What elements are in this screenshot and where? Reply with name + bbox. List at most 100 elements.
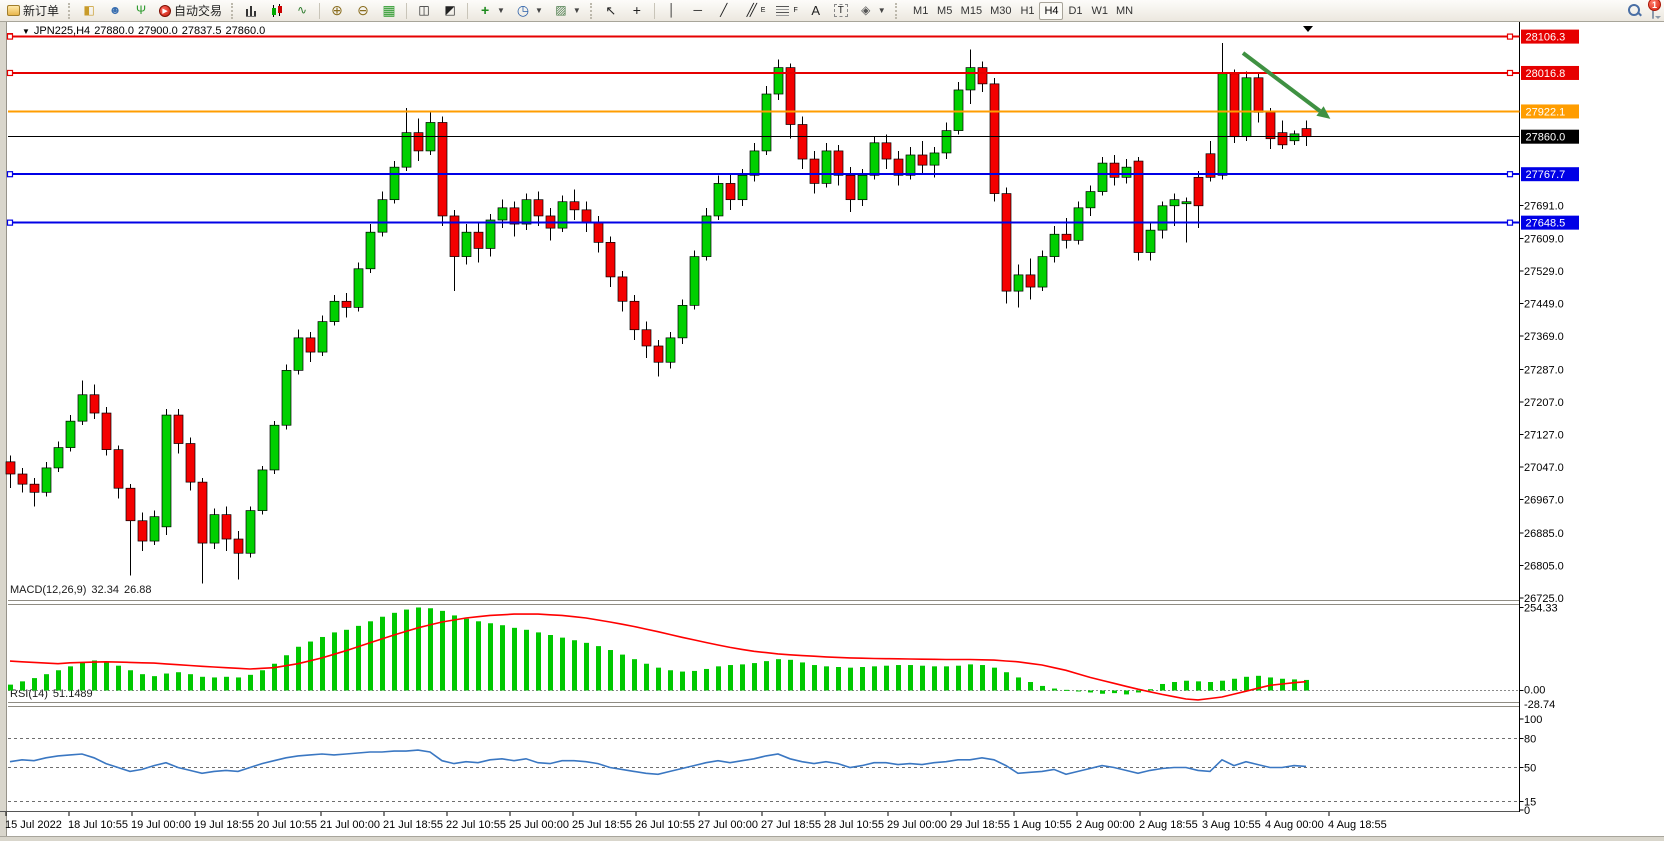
svg-text:19 Jul 00:00: 19 Jul 00:00 [131,819,191,831]
add-indicator-ic: + [480,2,490,18]
autotrading-button[interactable]: ▶ 自动交易 [154,0,227,21]
chart-window[interactable]: ▼ JPN225,H4 27880.0 27900.0 27837.5 2786… [0,22,1664,841]
trendline-button[interactable]: ╱ [711,1,737,20]
tf-m15[interactable]: M15 [960,4,983,17]
candlestick-chart-ic [269,3,285,18]
indicator-window-button[interactable]: ◫ [411,1,437,20]
zoom-out-button[interactable]: ⊖ [350,1,376,20]
autotrading-ic: ▶ [159,4,172,17]
svg-text:27 Jul 00:00: 27 Jul 00:00 [698,819,758,831]
rsi-name: RSI(14) [10,688,48,700]
tf-m5[interactable]: M5 [937,4,953,17]
vertical-line-button[interactable]: │ [659,1,685,20]
search-icon[interactable] [1627,3,1642,18]
rsi-value: 51.1489 [52,688,93,700]
market-watch-button[interactable]: ◧ [76,1,102,20]
ohlc-close: 27860.0 [225,25,266,37]
macd-main-value: 32.34 [91,584,119,596]
macd-signal-value: 26.88 [123,584,152,596]
text-label-ic: T [833,4,848,17]
zoom-in-button[interactable]: ⊕ [324,1,350,20]
bar-chart-ic [244,3,260,18]
signals-button[interactable]: Ψ [128,1,154,20]
templates-button[interactable]: ▨ ▼ [548,1,586,20]
price-chart-canvas[interactable]: 27691.0 27609.0 27529.0 27449.0 27369.0 27287… [0,22,1664,841]
svg-text:29 Jul 00:00: 29 Jul 00:00 [887,819,947,831]
svg-text:27 Jul 18:55: 27 Jul 18:55 [761,819,821,831]
indicator-window-ic: ◫ [418,3,430,17]
cursor-button[interactable]: ↖ [598,1,624,20]
tf-h1[interactable]: H1 [1020,4,1035,17]
svg-text:4 Aug 18:55: 4 Aug 18:55 [1328,819,1387,831]
chat-badge: 1 [1648,0,1661,11]
svg-text:0: 0 [1524,805,1530,817]
tf-h4[interactable]: H4 [1039,1,1064,20]
toolbar-right: 1 [1627,0,1661,19]
tf-d1[interactable]: D1 [1068,4,1083,17]
chat-button[interactable]: 1 [1648,0,1661,19]
svg-text:28106.3: 28106.3 [1526,32,1566,44]
rsi-label: RSI(14) 51.1489 [10,688,93,700]
text-ic: A [811,3,821,18]
svg-text:254.33: 254.33 [1524,602,1558,614]
svg-text:21 Jul 00:00: 21 Jul 00:00 [320,819,380,831]
svg-text:27287.0: 27287.0 [1524,365,1564,377]
svg-text:27691.0: 27691.0 [1524,200,1564,212]
svg-text:27609.0: 27609.0 [1524,234,1564,246]
svg-text:50: 50 [1524,763,1536,775]
periods-button[interactable]: ◷ ▼ [510,1,548,20]
equidistant-channel-button[interactable]: ╱╱ E [737,1,771,20]
autotrading-label: 自动交易 [174,4,223,18]
toolbar-separator [653,2,655,19]
window-frame-left [0,22,7,841]
svg-text:19 Jul 18:55: 19 Jul 18:55 [194,819,254,831]
objects-window-button[interactable]: ◩ [437,1,463,20]
objects-window-ic: ◩ [444,3,456,17]
toolbar-grip [68,2,72,19]
svg-text:22 Jul 10:55: 22 Jul 10:55 [446,819,506,831]
candlestick-chart-button[interactable] [264,2,289,20]
navigator-ic: ☻ [108,3,122,17]
bar-chart-button[interactable] [239,2,264,20]
tf-w1[interactable]: W1 [1091,4,1108,17]
line-chart-ic: ∿ [297,3,308,17]
shapes-ic: ◈ [861,3,871,17]
shapes-button[interactable]: ◈ ▼ [853,1,891,20]
periods-clock-ic: ◷ [516,2,530,18]
crosshair-button[interactable]: + [624,1,650,20]
svg-text:27860.0: 27860.0 [1526,132,1566,144]
cursor-ic: ↖ [605,3,617,18]
svg-text:26885.0: 26885.0 [1524,528,1564,540]
new-order-ic [7,5,20,16]
line-chart-button[interactable]: ∿ [289,1,315,20]
svg-text:0.00: 0.00 [1524,685,1545,697]
svg-text:20 Jul 10:55: 20 Jul 10:55 [257,819,317,831]
fibonacci-button[interactable]: F [770,2,802,19]
svg-text:15: 15 [1524,796,1536,808]
chevron-down-ic: ▼ [497,6,505,15]
tf-m30[interactable]: M30 [990,4,1012,17]
svg-text:27922.1: 27922.1 [1526,106,1566,118]
toolbar-separator [319,2,321,19]
text-label-button[interactable]: T [829,2,853,19]
text-button[interactable]: A [803,1,829,20]
tile-windows-ic: ▦ [382,2,396,18]
horizontal-line-button[interactable]: ─ [685,1,711,20]
svg-text:25 Jul 00:00: 25 Jul 00:00 [509,819,569,831]
tf-m1[interactable]: M1 [913,4,929,17]
svg-text:28 Jul 10:55: 28 Jul 10:55 [824,819,884,831]
vertical-line-ic: │ [668,3,676,17]
svg-text:26967.0: 26967.0 [1524,495,1564,507]
chart-menu-ic[interactable]: ▼ [22,26,30,36]
svg-text:27369.0: 27369.0 [1524,331,1564,343]
tile-windows-button[interactable]: ▦ [376,1,402,20]
chevron-down-ic: ▼ [877,6,886,15]
tf-mn[interactable]: MN [1115,4,1134,17]
zoom-in-ic: ⊕ [331,2,343,18]
add-indicator-button[interactable]: + ▼ [472,1,510,20]
svg-text:26805.0: 26805.0 [1524,560,1564,572]
svg-text:1 Aug 10:55: 1 Aug 10:55 [1013,819,1072,831]
navigator-button[interactable]: ☻ [102,1,128,20]
new-order-button[interactable]: 新订单 [2,0,64,21]
